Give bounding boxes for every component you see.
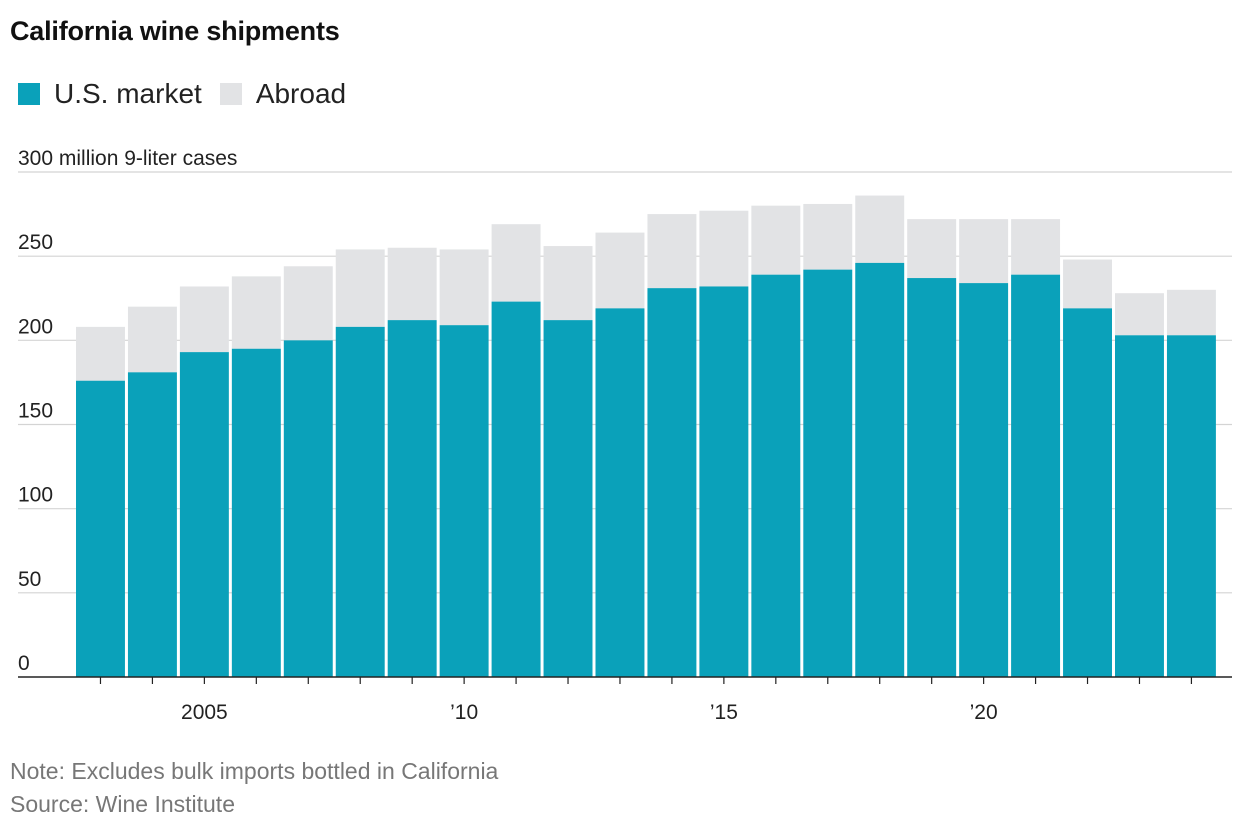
x-tick-label: 2005 [181,701,228,724]
bar-abroad-2015 [699,210,749,287]
bar-us-market-2022 [1063,308,1112,677]
bar-us-market-2010 [439,325,489,677]
bar-us-market-2003 [76,380,125,677]
x-tick-label: ’20 [970,701,998,724]
bar-abroad-2020 [959,219,1009,284]
bar-us-market-2018 [855,262,905,677]
y-tick-label: 150 [18,400,53,423]
legend-label-us-market: U.S. market [54,78,202,109]
bar-us-market-2006 [231,348,281,677]
legend-item-abroad: Abroad [219,78,347,110]
bar-us-market-2009 [387,320,437,677]
bar-us-market-2017 [803,269,853,677]
bar-abroad-2007 [283,266,333,341]
bar-abroad-2023 [1115,293,1164,336]
legend-swatch-us-market [18,83,40,105]
bar-abroad-2024 [1166,289,1216,336]
bar-abroad-2004 [127,306,177,373]
chart-note: Note: Excludes bulk imports bottled in C… [10,758,499,784]
legend-label-abroad: Abroad [255,78,347,109]
legend-item-us-market: U.S. market [18,78,202,110]
legend-swatch-abroad [219,83,242,105]
bar-abroad-2022 [1063,259,1112,309]
stacked-bar-chart: 0 50 100 150 200 250 300 million 9-liter cases… [18,147,1232,724]
legend: U.S. market Abroad [18,78,364,110]
bar-us-market-2021 [1011,274,1061,677]
bar-abroad-2018 [855,195,905,263]
bar-abroad-2012 [543,246,593,321]
bar-us-market-2012 [543,320,593,677]
bar-abroad-2021 [1011,219,1061,275]
y-axis-unit-label: 300 million 9-liter cases [18,147,237,170]
bar-us-market-2016 [751,274,801,677]
y-tick-label: 250 [18,231,53,254]
y-tick-label: 200 [18,315,53,338]
bar-abroad-2008 [335,249,385,327]
y-tick-label: 100 [18,484,53,507]
bar-abroad-2016 [751,205,801,275]
bar-us-market-2014 [647,288,697,677]
bar-us-market-2015 [699,286,749,677]
x-tick-label: ’10 [450,701,478,724]
bar-abroad-2005 [179,286,229,353]
bar-us-market-2020 [959,283,1009,677]
bar-abroad-2019 [907,219,957,279]
bar-abroad-2017 [803,203,853,270]
chart-title: California wine shipments [10,16,340,46]
bar-abroad-2013 [595,232,645,309]
bar-abroad-2011 [491,224,541,302]
y-tick-label: 0 [18,652,30,675]
chart-source: Source: Wine Institute [10,791,235,817]
bar-us-market-2004 [127,372,177,677]
bar-abroad-2009 [387,247,437,321]
bar-us-market-2024 [1166,335,1216,677]
bar-us-market-2005 [179,352,229,677]
y-tick-label: 50 [18,568,41,591]
bar-us-market-2011 [491,301,541,677]
bar-us-market-2007 [283,340,333,677]
bar-us-market-2008 [335,326,385,677]
x-tick-label: ’15 [710,701,738,724]
bar-abroad-2010 [439,249,489,326]
bar-abroad-2014 [647,214,697,289]
bar-abroad-2006 [231,276,281,349]
bar-us-market-2023 [1115,335,1164,677]
bar-us-market-2013 [595,308,645,677]
bar-us-market-2019 [907,278,957,677]
bar-abroad-2003 [76,326,125,381]
